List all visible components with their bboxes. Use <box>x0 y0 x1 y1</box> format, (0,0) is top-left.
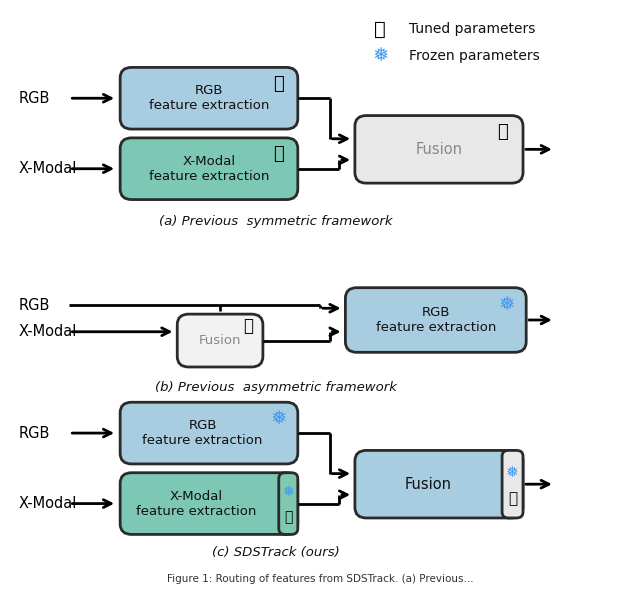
FancyBboxPatch shape <box>120 473 298 534</box>
Text: ❅: ❅ <box>506 464 519 480</box>
FancyBboxPatch shape <box>120 68 298 129</box>
Text: Figure 1: Routing of features from SDSTrack. (a) Previous...: Figure 1: Routing of features from SDSTr… <box>166 575 474 584</box>
Text: 🔥: 🔥 <box>508 492 517 506</box>
Text: (a) Previous  symmetric framework: (a) Previous symmetric framework <box>159 215 392 228</box>
Text: RGB: RGB <box>19 298 50 313</box>
FancyBboxPatch shape <box>355 451 523 518</box>
Text: Fusion: Fusion <box>415 142 463 157</box>
FancyBboxPatch shape <box>120 402 298 464</box>
Text: ❅: ❅ <box>499 295 515 314</box>
Text: ❅: ❅ <box>282 486 294 499</box>
FancyBboxPatch shape <box>346 288 526 352</box>
Text: Frozen parameters: Frozen parameters <box>409 49 540 63</box>
Text: X-Modal: X-Modal <box>19 324 77 339</box>
Text: ❅: ❅ <box>271 409 287 428</box>
Text: 🔥: 🔥 <box>273 145 284 163</box>
Text: X-Modal: X-Modal <box>19 496 77 511</box>
Text: X-Modal
feature extraction: X-Modal feature extraction <box>148 155 269 183</box>
Text: RGB: RGB <box>19 91 50 106</box>
Text: 🔥: 🔥 <box>497 123 508 141</box>
Text: (c) SDSTrack (ours): (c) SDSTrack (ours) <box>212 546 339 559</box>
Text: Fusion: Fusion <box>405 477 452 492</box>
FancyBboxPatch shape <box>502 451 523 518</box>
Text: ❅: ❅ <box>372 46 388 65</box>
Text: 🔥: 🔥 <box>273 75 284 93</box>
FancyBboxPatch shape <box>279 473 298 534</box>
Text: RGB
feature extraction: RGB feature extraction <box>376 306 496 334</box>
Text: Tuned parameters: Tuned parameters <box>409 22 535 36</box>
Text: RGB
feature extraction: RGB feature extraction <box>143 419 263 447</box>
FancyBboxPatch shape <box>120 138 298 200</box>
FancyBboxPatch shape <box>355 116 523 183</box>
Text: 🔥: 🔥 <box>374 20 386 39</box>
Text: X-Modal: X-Modal <box>19 161 77 176</box>
Text: 🔥: 🔥 <box>243 317 253 335</box>
Text: RGB
feature extraction: RGB feature extraction <box>148 84 269 112</box>
Text: 🔥: 🔥 <box>284 510 292 524</box>
FancyBboxPatch shape <box>177 314 263 367</box>
Text: Fusion: Fusion <box>199 334 241 347</box>
Text: X-Modal
feature extraction: X-Modal feature extraction <box>136 490 257 518</box>
Text: (b) Previous  asymmetric framework: (b) Previous asymmetric framework <box>155 381 397 394</box>
Text: RGB: RGB <box>19 426 50 441</box>
